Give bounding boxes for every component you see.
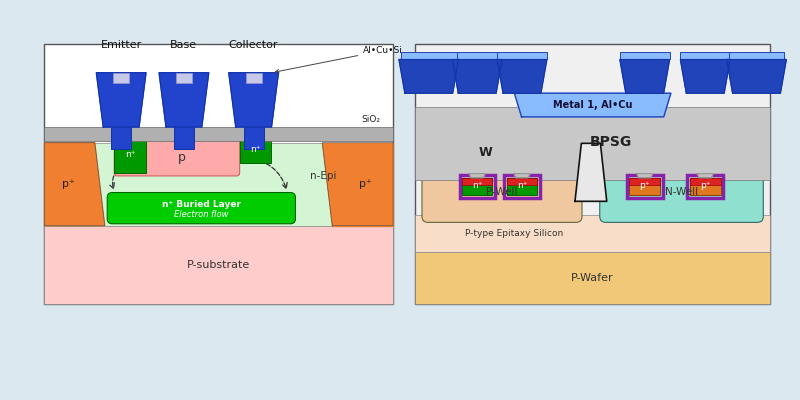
- Text: p⁺: p⁺: [358, 179, 372, 189]
- Bar: [504, 175, 540, 198]
- Polygon shape: [514, 174, 530, 178]
- Polygon shape: [229, 73, 278, 127]
- Text: N-Well: N-Well: [665, 187, 698, 197]
- Bar: [244, 127, 263, 149]
- Text: Metal 1, Al•Cu: Metal 1, Al•Cu: [553, 100, 633, 110]
- Text: Electron flow: Electron flow: [174, 210, 229, 218]
- Text: n⁺: n⁺: [250, 145, 261, 154]
- Bar: [506, 178, 537, 185]
- Polygon shape: [399, 60, 458, 93]
- FancyBboxPatch shape: [600, 176, 763, 222]
- Bar: [111, 127, 131, 149]
- Bar: [687, 175, 723, 198]
- Text: n⁺ Buried Layer: n⁺ Buried Layer: [162, 200, 241, 209]
- Text: P-substrate: P-substrate: [187, 260, 250, 270]
- Text: n⁺: n⁺: [517, 181, 527, 190]
- Bar: [174, 127, 194, 149]
- Text: n-Epi: n-Epi: [310, 171, 337, 181]
- Bar: [629, 178, 660, 195]
- Bar: [681, 52, 730, 60]
- Bar: [246, 73, 262, 82]
- Polygon shape: [159, 73, 209, 127]
- Text: Emitter: Emitter: [101, 40, 142, 50]
- Polygon shape: [514, 93, 671, 117]
- Text: Collector: Collector: [229, 40, 278, 50]
- Polygon shape: [497, 60, 547, 93]
- Bar: [240, 137, 271, 163]
- Bar: [620, 52, 670, 60]
- Text: p⁺: p⁺: [62, 179, 75, 189]
- Text: P-type Epitaxy Silicon: P-type Epitaxy Silicon: [465, 229, 563, 238]
- Bar: [114, 73, 129, 82]
- FancyBboxPatch shape: [107, 192, 295, 224]
- Text: n⁺: n⁺: [125, 150, 135, 160]
- Bar: [626, 175, 662, 198]
- Polygon shape: [322, 143, 393, 226]
- Bar: [729, 52, 784, 60]
- Bar: [45, 226, 393, 304]
- Polygon shape: [726, 60, 786, 93]
- Bar: [459, 175, 495, 198]
- Bar: [690, 178, 721, 185]
- Polygon shape: [575, 143, 606, 201]
- Bar: [45, 127, 393, 141]
- Bar: [45, 44, 393, 304]
- FancyBboxPatch shape: [114, 140, 240, 176]
- Bar: [690, 178, 721, 195]
- Text: n⁺: n⁺: [472, 181, 482, 190]
- Polygon shape: [698, 174, 713, 178]
- Bar: [415, 252, 770, 304]
- Bar: [401, 52, 457, 60]
- Text: P-Well: P-Well: [486, 187, 518, 197]
- Bar: [415, 173, 770, 180]
- Bar: [497, 52, 547, 60]
- Polygon shape: [45, 143, 105, 226]
- Polygon shape: [452, 60, 502, 93]
- Polygon shape: [96, 73, 146, 127]
- Text: p⁺: p⁺: [639, 181, 650, 190]
- Text: W: W: [479, 146, 493, 158]
- Bar: [45, 143, 393, 226]
- Text: Base: Base: [170, 40, 198, 50]
- Bar: [415, 44, 770, 304]
- FancyBboxPatch shape: [422, 176, 582, 222]
- Polygon shape: [620, 60, 670, 93]
- Bar: [506, 178, 537, 195]
- Bar: [462, 178, 492, 185]
- Bar: [462, 178, 492, 195]
- Bar: [176, 73, 192, 82]
- Bar: [114, 137, 146, 173]
- Text: P-Wafer: P-Wafer: [571, 273, 614, 283]
- Text: SiO₂: SiO₂: [362, 115, 381, 124]
- Bar: [452, 52, 502, 60]
- Text: p: p: [178, 151, 186, 164]
- Text: Al•Cu•Si: Al•Cu•Si: [275, 46, 403, 73]
- Polygon shape: [637, 174, 653, 178]
- Text: BPSG: BPSG: [590, 135, 631, 149]
- Text: p⁺: p⁺: [700, 181, 710, 190]
- Bar: [629, 178, 660, 185]
- Bar: [415, 107, 770, 180]
- Polygon shape: [681, 60, 730, 93]
- Polygon shape: [470, 174, 485, 178]
- Bar: [415, 215, 770, 252]
